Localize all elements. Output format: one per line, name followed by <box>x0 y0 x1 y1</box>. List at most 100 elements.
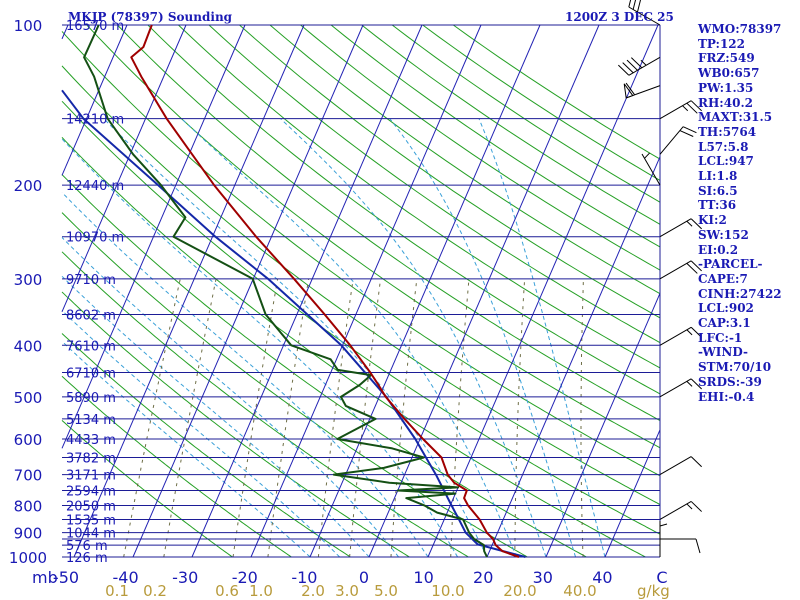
isotherm-30 <box>545 293 661 558</box>
mixing-ratio-label: 1.0 <box>249 582 273 600</box>
mixing-ratio-label: 20.0 <box>503 582 536 600</box>
wind-barb-flag <box>679 130 694 137</box>
wind-barb-flag <box>695 538 701 554</box>
wind-barb-400 <box>659 326 702 346</box>
height-label: 16570 m <box>66 19 124 34</box>
mixing-ratio-2 <box>317 278 354 558</box>
pressure-tick-label: 500 <box>14 389 43 407</box>
dry-adiabats <box>61 24 661 558</box>
pressure-unit-label: mb <box>32 568 58 587</box>
index-item: LFC:-1 <box>698 330 743 345</box>
index-item: RH:40.2 <box>698 95 753 110</box>
moist-adiabat-0 <box>61 275 370 558</box>
temperature-tick-label: -50 <box>53 568 79 587</box>
stability-indices: WMO:78397 TP:122 FRZ:549 WB0:657 PW:1.35 RH:4… <box>698 22 798 404</box>
index-item: CAP:3.1 <box>698 316 751 331</box>
valid-time: 1200Z 3 DEC 25 <box>565 10 674 24</box>
wind-barb-250 <box>659 218 702 238</box>
wind-barb-flag <box>636 0 642 13</box>
mixing-ratio-label: 0.2 <box>143 582 167 600</box>
height-label: 2050 m <box>66 499 116 514</box>
height-label: 576 m <box>66 539 108 554</box>
index-item: STM:70/10 <box>698 360 772 375</box>
isotherm-0 <box>368 24 600 558</box>
wind-barb-shaft <box>659 326 692 346</box>
temperature-tick-label: 40 <box>592 568 612 587</box>
height-label: 3782 m <box>66 451 116 466</box>
temperature-tick-label: 0 <box>359 568 369 587</box>
wind-barb-pennant <box>623 83 634 99</box>
moist-adiabat--5 <box>61 310 340 558</box>
index-item: SI:6.5 <box>698 183 738 198</box>
wind-barb-130 <box>623 82 661 99</box>
height-label: 3171 m <box>66 469 116 484</box>
temperature-tick-label: 20 <box>473 568 493 587</box>
dry-adiabat-420 <box>269 24 661 295</box>
height-label: 8602 m <box>66 308 116 323</box>
wind-barb-shaft <box>641 153 661 186</box>
isotherm--20 <box>250 24 482 558</box>
wind-barb-850 <box>659 501 702 520</box>
wind-barb-shaft <box>659 126 684 155</box>
temperature-line <box>130 24 520 558</box>
height-label: 9710 m <box>66 273 116 288</box>
pressure-tick-label: 600 <box>14 431 43 449</box>
index-item: -WIND- <box>698 345 748 360</box>
wind-barb-100 <box>628 0 661 26</box>
wind-barb-shaft <box>659 218 692 238</box>
pressure-tick-label: 800 <box>14 497 43 515</box>
wind-barb-flag <box>690 260 702 272</box>
index-item: EI:0.2 <box>698 242 739 257</box>
mixing-ratio-20 <box>514 278 526 557</box>
mixing-ratio-label: 10.0 <box>431 582 464 600</box>
mixing-ratio-label: 0.1 <box>105 582 129 600</box>
index-item: LCL:902 <box>698 301 754 316</box>
isotherm--10 <box>309 24 541 558</box>
dry-adiabat-310 <box>61 174 587 558</box>
wind-barb-flag <box>631 57 643 69</box>
wind-barb-half <box>644 152 650 159</box>
temperature-tick-label: -30 <box>172 568 198 587</box>
mixing-ratio-label: 0.6 <box>215 582 239 600</box>
wind-barb-flag <box>690 218 702 230</box>
wind-barb-200 <box>641 152 661 186</box>
wind-barb-flag <box>628 0 632 8</box>
dry-adiabat-450 <box>361 24 661 225</box>
index-item: TP:122 <box>698 36 746 51</box>
index-item: L57:5.8 <box>698 139 749 154</box>
height-label: 1535 m <box>66 513 116 528</box>
wind-barb-half <box>686 503 693 510</box>
isotherms <box>61 24 661 558</box>
wind-barb-150 <box>659 100 702 120</box>
temperature-tick-label: C <box>656 568 667 587</box>
index-item: FRZ:549 <box>698 51 755 66</box>
wind-barb-half <box>686 329 693 336</box>
wind-barb-shaft <box>659 378 692 398</box>
temperature-tick-label: -20 <box>232 568 258 587</box>
wind-barb-shaft <box>659 456 692 476</box>
height-label: 14210 m <box>66 113 124 128</box>
wind-barb-115 <box>618 56 661 76</box>
height-label: 1044 m <box>66 527 116 542</box>
height-label: 2594 m <box>66 485 116 500</box>
height-label: 126 m <box>66 551 108 566</box>
dry-adiabat-440 <box>330 24 661 248</box>
height-label: 12440 m <box>66 179 124 194</box>
moist-adiabat-5 <box>61 237 399 558</box>
wind-barb-flag <box>690 100 702 112</box>
dry-adiabat-280 <box>61 291 410 558</box>
temperature-tick-label: 10 <box>413 568 433 587</box>
wind-barb-flag <box>690 326 702 338</box>
pressure-tick-label: 700 <box>14 467 43 485</box>
wind-barb-half <box>686 380 693 387</box>
index-item: TH:5764 <box>698 124 757 139</box>
isotherm-10 <box>427 24 659 558</box>
dry-adiabat-300 <box>61 212 528 558</box>
index-item: WB0:657 <box>698 66 760 81</box>
mixing-ratio-unit: g/kg <box>637 582 670 600</box>
wind-barb-flag <box>690 501 702 512</box>
dry-adiabat-480 <box>453 24 661 160</box>
pressure-tick-label: 300 <box>14 271 43 289</box>
